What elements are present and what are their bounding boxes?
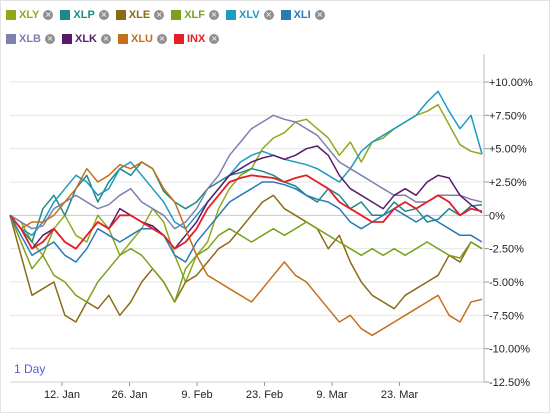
x-tick-label: 12. Jan [44,389,80,401]
x-tick-label: 26. Jan [111,389,147,401]
legend-label: INX [187,33,206,45]
close-icon[interactable]: × [154,10,165,20]
legend-swatch [6,34,16,44]
legend-label: XLV [238,9,260,21]
close-icon[interactable]: × [157,34,167,44]
legend-label: XLY [19,9,40,21]
legend-swatch [225,10,236,20]
legend-label: XLK [75,33,97,45]
series-line-xle[interactable] [9,194,483,323]
y-tick-label: -12.50% [489,377,530,389]
y-tick-label: -7.50% [489,310,524,322]
legend-item-inx[interactable]: INX × [174,33,220,45]
period-label[interactable]: 1 Day [14,362,46,376]
close-icon[interactable]: × [314,10,325,20]
legend-label: XLB [19,33,41,45]
legend-label: XLU [131,33,153,45]
y-tick-label: 0% [489,210,505,222]
legend-item-xlf[interactable]: XLF × [171,9,219,21]
legend-swatch [171,10,182,20]
close-icon[interactable]: × [209,34,220,44]
legend-swatch [6,10,16,20]
close-icon[interactable]: × [101,34,111,44]
legend-item-xly[interactable]: XLY × [6,9,54,21]
legend-row-1: XLY × XLP × XLE × XLF × XLV × XLI × [6,6,325,24]
legend-item-xlv[interactable]: XLV × [225,9,274,21]
y-tick-label: +10.00% [489,77,533,89]
close-icon[interactable]: × [45,34,55,44]
x-tick-label: 9. Feb [181,389,212,401]
series-lines [9,90,483,337]
close-icon[interactable]: × [263,10,274,20]
legend-swatch [280,10,291,20]
legend-label: XLE [128,9,151,21]
x-tick-label: 23. Feb [246,389,283,401]
series-line-xlu[interactable] [9,161,483,337]
x-axis: 12. Jan 26. Jan 9. Feb 23. Feb 9. Mar 23. Mar [10,381,484,401]
legend: XLY × XLP × XLE × XLF × XLV × XLI × XLB × XLK × … [6,6,325,54]
close-icon[interactable]: × [43,10,54,20]
y-tick-label: -10.00% [489,344,530,356]
close-icon[interactable]: × [208,10,219,20]
grid [10,81,488,383]
y-tick-label: -2.50% [489,244,524,256]
legend-item-xli[interactable]: XLI × [280,9,325,21]
y-tick-label: +7.50% [489,110,527,122]
x-tick-label: 9. Mar [316,389,348,401]
legend-swatch [174,34,184,44]
legend-swatch [62,34,72,44]
y-tick-label: +2.50% [489,177,527,189]
x-tick-label: 23. Mar [381,389,419,401]
y-axis: +10.00% +7.50% +5.00% +2.50% 0% -2.50% -5.00% -… [483,54,533,389]
series-line-inx[interactable] [9,174,483,250]
series-line-xlp[interactable] [9,161,483,243]
legend-swatch [118,34,128,44]
legend-item-xlu[interactable]: XLU × [118,33,167,45]
close-icon[interactable]: × [98,10,109,20]
series-line-xli[interactable] [9,181,483,263]
legend-label: XLP [73,9,95,21]
legend-label: XLF [184,9,205,21]
series-line-xlk[interactable] [9,145,483,250]
legend-swatch [60,10,71,20]
legend-item-xle[interactable]: XLE × [115,9,165,21]
series-line-xlv[interactable] [9,90,483,237]
legend-label: XLI [293,9,311,21]
legend-item-xlb[interactable]: XLB × [6,33,55,45]
series-line-xlf[interactable] [9,215,483,303]
y-tick-label: +5.00% [489,144,527,156]
legend-item-xlk[interactable]: XLK × [62,33,111,45]
legend-row-2: XLB × XLK × XLU × INX × [6,30,306,48]
y-tick-label: -5.00% [489,277,524,289]
legend-item-xlp[interactable]: XLP × [60,9,109,21]
legend-swatch [115,10,126,20]
series-line-xlb[interactable] [9,114,483,230]
